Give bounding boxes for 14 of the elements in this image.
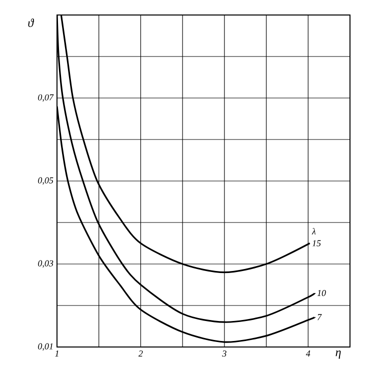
series-label: 10 xyxy=(317,290,326,296)
series-label: 7 xyxy=(318,314,322,320)
y-tick-label: 0,01 xyxy=(38,343,52,351)
x-axis-title: η xyxy=(336,350,341,359)
legend-title: λ xyxy=(312,228,316,234)
y-tick-label: 0,03 xyxy=(38,260,54,268)
x-tick-label: 4 xyxy=(306,350,310,356)
series-label: 15 xyxy=(312,240,321,246)
x-tick-label: 3 xyxy=(222,350,226,357)
y-axis-title: ϑ xyxy=(28,18,34,27)
x-tick-label: 2 xyxy=(138,350,143,356)
y-tick-label: 0,05 xyxy=(38,177,54,185)
x-tick-label: 1 xyxy=(55,350,58,356)
y-tick-label: 0,07 xyxy=(38,94,54,102)
